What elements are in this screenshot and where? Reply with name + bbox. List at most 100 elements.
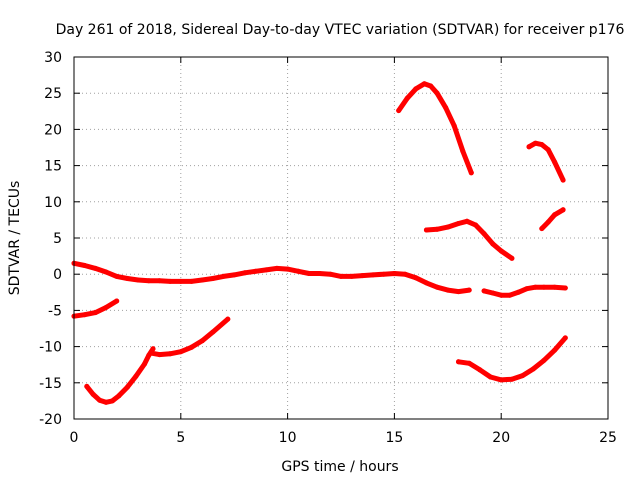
data-point: [413, 86, 419, 92]
data-point: [242, 270, 248, 276]
data-point: [552, 212, 558, 218]
y-axis-title: SDTVAR / TECUs: [7, 181, 23, 296]
data-point: [466, 360, 472, 366]
data-point: [456, 221, 461, 226]
data-point: [148, 350, 154, 356]
data-point: [520, 373, 526, 379]
data-point: [306, 271, 312, 276]
data-point: [456, 359, 461, 365]
data-point: [146, 278, 152, 284]
data-point: [524, 286, 530, 292]
data-point: [434, 284, 440, 290]
data-point: [338, 273, 344, 279]
data-point: [509, 255, 515, 261]
data-point: [481, 231, 487, 237]
data-point: [498, 248, 504, 254]
data-point: [402, 271, 408, 277]
data-point: [210, 276, 216, 281]
data-point: [552, 284, 558, 290]
data-point: [167, 278, 173, 284]
y-tick-label: -15: [39, 376, 62, 392]
data-point: [507, 292, 513, 298]
data-point: [456, 289, 461, 295]
data-point: [498, 292, 504, 298]
data-point: [82, 263, 88, 268]
data-point: [421, 81, 427, 87]
data-point: [124, 276, 130, 281]
x-tick-label: 25: [599, 430, 617, 446]
data-series: [71, 81, 568, 405]
data-point: [189, 344, 194, 350]
data-point: [295, 268, 301, 274]
data-point: [135, 277, 141, 283]
data-point: [488, 374, 493, 380]
data-point: [552, 347, 558, 353]
data-point: [481, 288, 487, 294]
data-point: [539, 226, 545, 232]
data-point: [490, 290, 496, 296]
data-point: [178, 278, 184, 284]
x-tick-label: 10: [279, 430, 297, 446]
y-tick-label: 30: [44, 50, 62, 66]
data-point: [541, 357, 547, 363]
series-arc-9: [481, 284, 568, 298]
y-tick-label: 5: [53, 231, 62, 247]
y-tick-label: 15: [44, 159, 62, 175]
y-tick-label: 0: [53, 267, 62, 283]
x-tick-label: 0: [70, 430, 79, 446]
data-point: [156, 278, 162, 284]
y-tick-label: -10: [39, 340, 62, 356]
data-point: [526, 144, 532, 150]
data-point: [370, 272, 376, 278]
data-point: [530, 366, 536, 372]
data-point: [109, 398, 115, 404]
y-tick-label: 20: [44, 122, 62, 138]
data-point: [221, 273, 226, 279]
data-point: [552, 159, 558, 165]
data-point: [466, 287, 472, 293]
data-point: [509, 376, 515, 382]
data-point: [545, 147, 551, 153]
series-arc-5: [396, 81, 474, 176]
data-point: [178, 349, 184, 355]
y-tick-label: -5: [48, 303, 62, 319]
data-point: [359, 273, 365, 279]
data-point: [413, 275, 419, 281]
data-point: [90, 391, 96, 397]
axis-ticks: 0 5 10 15 20 25 -20 -15 -10 -5 0 5 10 15 20 25 30: [39, 50, 617, 446]
data-point: [84, 383, 90, 389]
x-tick-label: 20: [492, 430, 510, 446]
data-point: [274, 265, 280, 271]
data-point: [490, 241, 496, 247]
data-point: [396, 108, 402, 114]
data-point: [423, 280, 429, 286]
y-tick-label: -20: [39, 412, 62, 428]
data-point: [142, 361, 147, 367]
data-point: [114, 298, 120, 304]
data-point: [443, 105, 449, 111]
data-point: [434, 226, 440, 232]
x-tick-label: 15: [385, 430, 403, 446]
data-point: [167, 351, 173, 357]
data-point: [253, 268, 259, 274]
data-point: [468, 170, 474, 176]
data-point: [562, 285, 568, 291]
data-point: [434, 90, 440, 96]
data-point: [124, 384, 130, 390]
data-point: [263, 267, 269, 273]
data-point: [150, 346, 156, 352]
data-point: [498, 377, 504, 383]
data-point: [451, 123, 457, 129]
data-point: [545, 219, 551, 225]
data-point: [428, 83, 434, 89]
data-point: [133, 373, 139, 379]
data-point: [231, 272, 237, 278]
data-point: [445, 224, 451, 230]
data-point: [103, 305, 109, 310]
data-point: [199, 277, 205, 283]
data-point: [381, 271, 387, 277]
data-point: [210, 329, 216, 335]
data-point: [460, 148, 466, 154]
data-point: [199, 338, 205, 344]
